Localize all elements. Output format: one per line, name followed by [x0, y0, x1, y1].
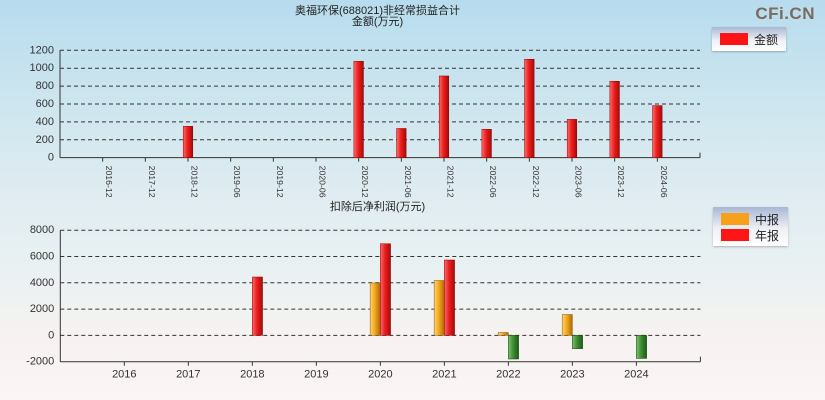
- svg-text:2019-06: 2019-06: [232, 166, 242, 198]
- svg-text:2019: 2019: [304, 369, 328, 381]
- svg-text:600: 600: [36, 98, 54, 110]
- svg-text:2017: 2017: [176, 369, 200, 381]
- svg-text:2021-12: 2021-12: [446, 166, 456, 198]
- svg-text:2021: 2021: [432, 369, 456, 381]
- svg-text:2018: 2018: [240, 369, 264, 381]
- svg-text:2020: 2020: [368, 369, 392, 381]
- svg-text:2018-12: 2018-12: [190, 166, 200, 198]
- svg-text:2022-12: 2022-12: [531, 166, 541, 198]
- svg-text:2024: 2024: [624, 369, 648, 381]
- svg-text:0: 0: [48, 152, 54, 164]
- svg-text:2023-12: 2023-12: [616, 166, 626, 198]
- svg-text:200: 200: [36, 134, 54, 146]
- svg-text:1200: 1200: [30, 44, 54, 56]
- svg-text:2020-06: 2020-06: [318, 166, 328, 198]
- svg-text:2023-06: 2023-06: [574, 166, 584, 198]
- svg-text:2016: 2016: [112, 369, 136, 381]
- svg-text:2000: 2000: [30, 303, 54, 315]
- svg-text:2016-12: 2016-12: [104, 166, 114, 198]
- svg-text:2021-06: 2021-06: [403, 166, 413, 198]
- svg-text:2017-12: 2017-12: [147, 166, 157, 198]
- svg-text:1000: 1000: [30, 62, 54, 74]
- svg-text:800: 800: [36, 80, 54, 92]
- svg-text:6000: 6000: [30, 251, 54, 263]
- svg-text:2020-12: 2020-12: [360, 166, 370, 198]
- svg-text:2024-06: 2024-06: [659, 166, 669, 198]
- svg-text:2022: 2022: [496, 369, 520, 381]
- svg-text:400: 400: [36, 116, 54, 128]
- svg-text:2023: 2023: [560, 369, 584, 381]
- svg-text:2019-12: 2019-12: [275, 166, 285, 198]
- svg-text:8000: 8000: [30, 224, 54, 236]
- svg-text:0: 0: [48, 329, 54, 341]
- svg-text:4000: 4000: [30, 277, 54, 289]
- svg-text:2022-06: 2022-06: [488, 166, 498, 198]
- svg-text:-2000: -2000: [26, 356, 54, 368]
